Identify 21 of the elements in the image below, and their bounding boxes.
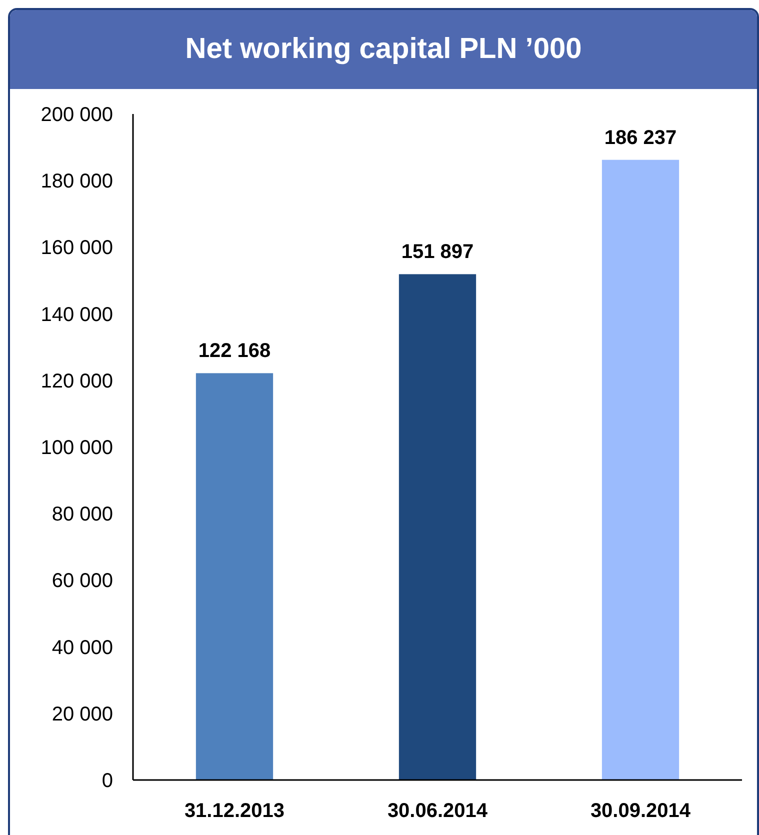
y-tick-label: 80 000 bbox=[52, 504, 113, 526]
y-tick-label: 0 bbox=[102, 770, 113, 792]
y-tick-label: 60 000 bbox=[52, 570, 113, 592]
x-tick-label: 31.12.2013 bbox=[184, 800, 285, 822]
y-tick-label: 100 000 bbox=[40, 437, 113, 459]
y-tick-label: 160 000 bbox=[40, 237, 113, 260]
data-label: 122 168 bbox=[198, 340, 271, 362]
bar bbox=[196, 373, 274, 780]
data-label: 151 897 bbox=[401, 241, 474, 264]
y-tick-label: 120 000 bbox=[40, 370, 113, 392]
bar bbox=[398, 274, 476, 780]
y-tick-label: 200 000 bbox=[40, 104, 113, 126]
y-tick-label: 20 000 bbox=[52, 703, 113, 726]
chart-title: Net working capital PLN ’000 bbox=[10, 10, 757, 89]
x-tick-label: 30.06.2014 bbox=[387, 800, 488, 822]
bar bbox=[602, 160, 680, 780]
x-tick-label: 30.09.2014 bbox=[590, 800, 692, 822]
data-label: 186 237 bbox=[604, 126, 677, 149]
y-tick-label: 180 000 bbox=[40, 170, 113, 193]
y-tick-label: 140 000 bbox=[40, 304, 113, 326]
y-tick-label: 40 000 bbox=[52, 636, 113, 659]
